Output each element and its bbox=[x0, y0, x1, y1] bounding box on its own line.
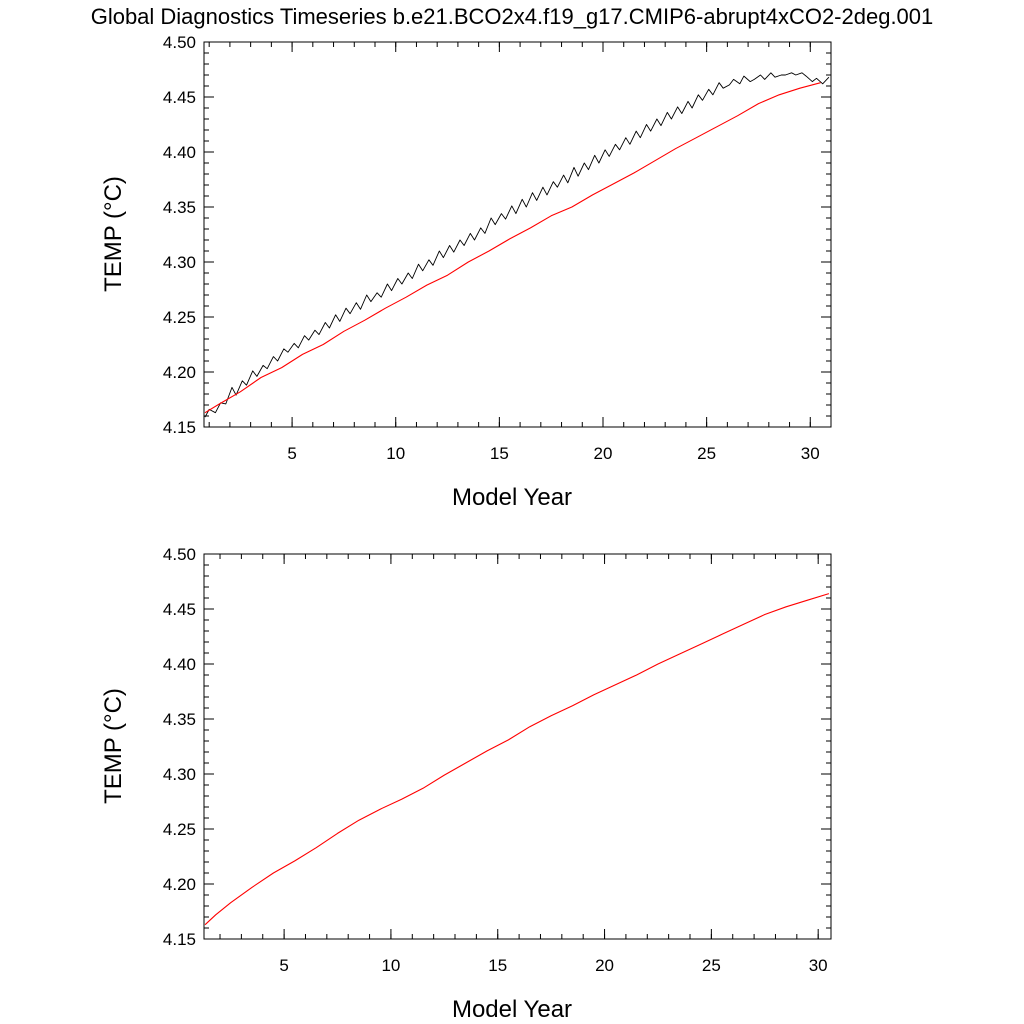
y-tick-label: 4.15 bbox=[163, 418, 196, 437]
y-tick-label: 4.30 bbox=[163, 253, 196, 272]
y-tick-label: 4.50 bbox=[163, 545, 196, 564]
y-tick-label: 4.30 bbox=[163, 765, 196, 784]
bottom-panel: 4.15 4.20 4.25 4.30 4.35 4.40 4.45 4.50 5 10 15 20… bbox=[100, 545, 832, 1023]
y-tick-label: 4.35 bbox=[163, 710, 196, 729]
annual-temp-line bbox=[204, 593, 830, 926]
y-tick-label: 4.20 bbox=[163, 875, 196, 894]
x-tick-label: 30 bbox=[801, 444, 820, 463]
y-tick-label: 4.25 bbox=[163, 820, 196, 839]
monthly-temp-line bbox=[204, 72, 830, 418]
x-tick-label: 25 bbox=[702, 956, 721, 975]
y-tick-label: 4.40 bbox=[163, 655, 196, 674]
x-tick-label: 5 bbox=[279, 956, 288, 975]
y-tick-label: 4.15 bbox=[163, 930, 196, 949]
x-tick-label: 5 bbox=[287, 444, 296, 463]
plot-frame bbox=[203, 41, 832, 428]
y-tick-label: 4.25 bbox=[163, 308, 196, 327]
y-tick-label: 4.20 bbox=[163, 363, 196, 382]
x-tick-label: 10 bbox=[386, 444, 405, 463]
top-panel: 4.15 4.20 4.25 4.30 4.35 4.40 4.45 4.50 5 10 15 20… bbox=[100, 33, 832, 511]
x-axis-title: Model Year bbox=[452, 996, 572, 1023]
y-tick-label: 4.40 bbox=[163, 143, 196, 162]
x-tick-label: 25 bbox=[697, 444, 716, 463]
y-axis-title: TEMP (°C) bbox=[100, 688, 127, 804]
x-axis-title: Model Year bbox=[452, 484, 572, 511]
y-tick-label: 4.45 bbox=[163, 88, 196, 107]
x-tick-label: 30 bbox=[809, 956, 828, 975]
chart-title: Global Diagnostics Timeseries b.e21.BCO2… bbox=[91, 4, 934, 29]
annual-temp-line bbox=[204, 82, 821, 414]
y-tick-label: 4.50 bbox=[163, 33, 196, 52]
y-tick-label: 4.35 bbox=[163, 198, 196, 217]
y-tick-label: 4.45 bbox=[163, 600, 196, 619]
x-tick-label: 20 bbox=[594, 444, 613, 463]
y-axis-title: TEMP (°C) bbox=[100, 176, 127, 292]
x-tick-label: 15 bbox=[490, 444, 509, 463]
x-tick-label: 10 bbox=[381, 956, 400, 975]
plot-frame bbox=[203, 553, 832, 940]
x-tick-label: 15 bbox=[488, 956, 507, 975]
x-tick-label: 20 bbox=[595, 956, 614, 975]
